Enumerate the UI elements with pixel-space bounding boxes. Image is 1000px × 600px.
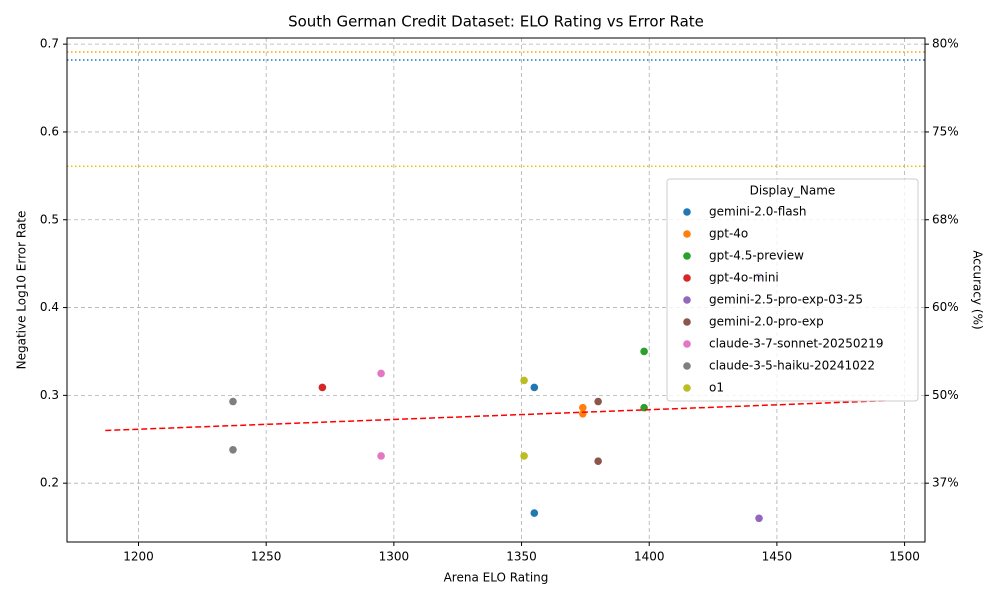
data-point <box>755 514 763 523</box>
legend-label: o1 <box>709 381 724 395</box>
data-point <box>377 452 385 460</box>
y2-tick-label: 68% <box>932 212 959 226</box>
data-point <box>530 383 539 392</box>
legend-label: gemini-2.5-pro-exp-03-25 <box>709 293 863 307</box>
legend-label: claude-3-5-haiku-20241022 <box>709 359 875 373</box>
legend-marker <box>683 252 691 260</box>
y2-tick-label: 50% <box>932 388 959 402</box>
x-tick-label: 1350 <box>506 550 537 564</box>
data-point <box>229 446 237 454</box>
y2-tick-label: 60% <box>932 300 959 314</box>
y-tick-label: 0.4 <box>40 300 59 314</box>
legend-marker <box>683 340 691 348</box>
data-point <box>579 410 587 418</box>
data-point <box>579 403 587 412</box>
data-point <box>229 397 237 406</box>
legend-label: gpt-4o <box>709 227 748 241</box>
legend-label: claude-3-7-sonnet-20250219 <box>709 337 883 351</box>
y2-tick-label: 37% <box>932 476 959 490</box>
x-tick-label: 1500 <box>889 550 920 564</box>
data-point <box>594 457 602 466</box>
legend-marker <box>683 384 691 392</box>
data-point <box>640 347 648 356</box>
y-tick-label: 0.6 <box>40 124 59 138</box>
chart-title: South German Credit Dataset: ELO Rating … <box>288 13 704 31</box>
legend-box <box>666 178 919 402</box>
y-axis-label: Negative Log10 Error Rate <box>15 211 29 370</box>
legend-marker <box>683 362 691 370</box>
plot-frame <box>66 37 926 543</box>
legend-marker <box>683 318 691 326</box>
x-tick-label: 1200 <box>123 550 154 564</box>
y2-tick-label: 75% <box>932 124 959 138</box>
data-point <box>530 509 539 517</box>
x-axis-label: Arena ELO Rating <box>444 571 549 585</box>
legend-label: gemini-2.0-pro-exp <box>709 315 824 329</box>
y-tick-label: 0.2 <box>40 476 59 490</box>
legend-label: gpt-4.5-preview <box>709 249 804 263</box>
x-tick-label: 1400 <box>634 550 665 564</box>
legend-marker <box>683 208 691 216</box>
legend-label: gpt-4o-mini <box>709 271 779 285</box>
data-point <box>594 397 602 406</box>
data-point <box>377 369 385 378</box>
trend-line <box>105 399 887 432</box>
legend-marker <box>683 274 691 282</box>
x-tick-label: 1450 <box>762 550 793 564</box>
y-tick-label: 0.3 <box>40 388 59 402</box>
data-point <box>520 452 528 460</box>
data-point <box>318 383 327 392</box>
legend-label: gemini-2.0-flash <box>709 205 806 219</box>
y2-axis-label: Accuracy (%) <box>971 250 985 329</box>
data-point <box>520 376 528 385</box>
y2-tick-label: 80% <box>932 37 959 51</box>
legend-title: Display_Name <box>750 184 836 198</box>
y-tick-label: 0.5 <box>40 212 59 226</box>
x-tick-label: 1300 <box>379 550 410 564</box>
y-tick-label: 0.7 <box>40 37 59 51</box>
legend: Display_Name gemini-2.0-flash gpt-4o gpt-4.… <box>666 178 919 402</box>
legend-marker <box>683 296 691 304</box>
x-tick-label: 1250 <box>251 550 282 564</box>
legend-marker <box>683 230 691 238</box>
